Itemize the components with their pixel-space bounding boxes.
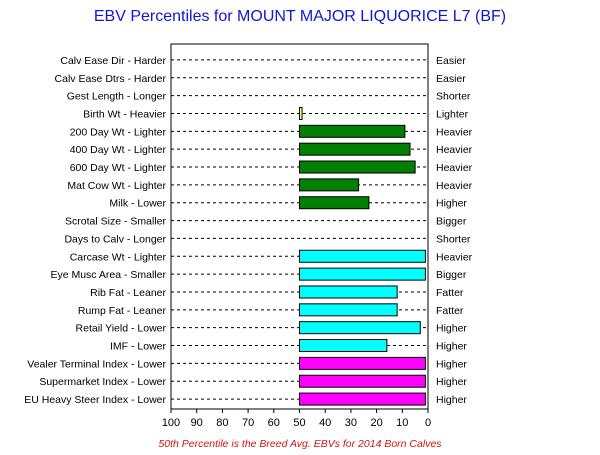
trait-label-left: Gest Length - Longer [67,91,167,103]
trait-label-left: Supermarket Index - Lower [39,376,166,388]
bar [299,321,421,335]
bar [299,374,426,388]
trait-label-left: Days to Calv - Longer [64,233,166,245]
x-tick-label: 70 [242,417,254,429]
x-tick-label: 30 [345,417,357,429]
plot-frame [170,43,429,410]
bar [299,356,426,370]
trait-label-left: Scrotal Size - Smaller [65,216,166,228]
trait-label-right: Heavier [436,126,473,138]
trait-label-left: Mat Cow Wt - Lighter [67,180,166,192]
trait-label-left: EU Heavy Steer Index - Lower [24,394,166,406]
x-tick-label: 0 [425,417,431,429]
trait-label-right: Shorter [436,233,471,245]
trait-label-left: Milk - Lower [109,198,166,210]
trait-label-right: Heavier [436,180,473,192]
bar [299,124,406,138]
trait-label-left: Rib Fat - Leaner [90,287,166,299]
trait-label-left: IMF - Lower [110,341,167,353]
x-tick-label: 50 [293,417,305,429]
trait-label-right: Easier [436,55,466,67]
trait-labels: Calv Ease Dir - Harder Easier Calv Ease Dt… [24,55,472,406]
trait-label-left: Eye Musc Area - Smaller [50,269,166,281]
bar [299,339,388,353]
chart-title: EBV Percentiles for MOUNT MAJOR LIQUORIC… [94,8,506,25]
trait-label-right: Heavier [436,162,473,174]
trait-label-left: 400 Day Wt - Lighter [70,144,167,156]
trait-label-left: Calv Ease Dir - Harder [60,55,166,67]
bar [299,178,360,192]
trait-label-right: Higher [436,394,467,406]
trait-label-right: Fatter [436,305,464,317]
trait-label-right: Fatter [436,287,464,299]
trait-label-right: Heavier [436,144,473,156]
trait-label-right: Higher [436,198,467,210]
x-tick-label: 10 [396,417,408,429]
trait-label-left: Birth Wt - Heavier [83,108,166,120]
trait-label-right: Shorter [436,91,471,103]
x-tick-label: 90 [191,417,203,429]
trait-label-left: Retail Yield - Lower [76,323,167,335]
trait-label-left: Vealer Terminal Index - Lower [27,358,166,370]
x-tick-label: 60 [268,417,280,429]
trait-label-right: Heavier [436,251,473,263]
trait-label-right: Higher [436,323,467,335]
trait-label-left: 200 Day Wt - Lighter [70,126,167,138]
x-tick-label: 100 [162,417,180,429]
trait-label-right: Higher [436,341,467,353]
trait-label-left: 600 Day Wt - Lighter [70,162,167,174]
trait-label-left: Carcase Wt - Lighter [70,251,167,263]
x-tick-label: 80 [216,417,228,429]
trait-label-right: Higher [436,376,467,388]
bar [299,285,398,299]
x-tick-label: 40 [319,417,331,429]
bar [299,106,303,120]
bars [299,106,426,406]
bar [299,267,426,281]
trait-label-left: Rump Fat - Leaner [78,305,167,317]
bar [299,249,426,263]
trait-label-right: Lighter [436,108,469,120]
trait-label-right: Higher [436,358,467,370]
x-tick-label: 20 [370,417,382,429]
trait-label-right: Easier [436,73,466,85]
bar [299,160,416,174]
trait-label-right: Bigger [436,269,467,281]
trait-label-right: Bigger [436,216,467,228]
bar [299,196,370,210]
chart-footnote: 50th Percentile is the Breed Avg. EBVs f… [158,438,442,450]
bar [299,392,426,406]
x-axis: 100 90 80 70 60 50 40 30 20 10 0 [162,409,431,429]
bar [299,142,411,156]
trait-label-left: Calv Ease Dtrs - Harder [55,73,167,85]
bar [299,303,398,317]
